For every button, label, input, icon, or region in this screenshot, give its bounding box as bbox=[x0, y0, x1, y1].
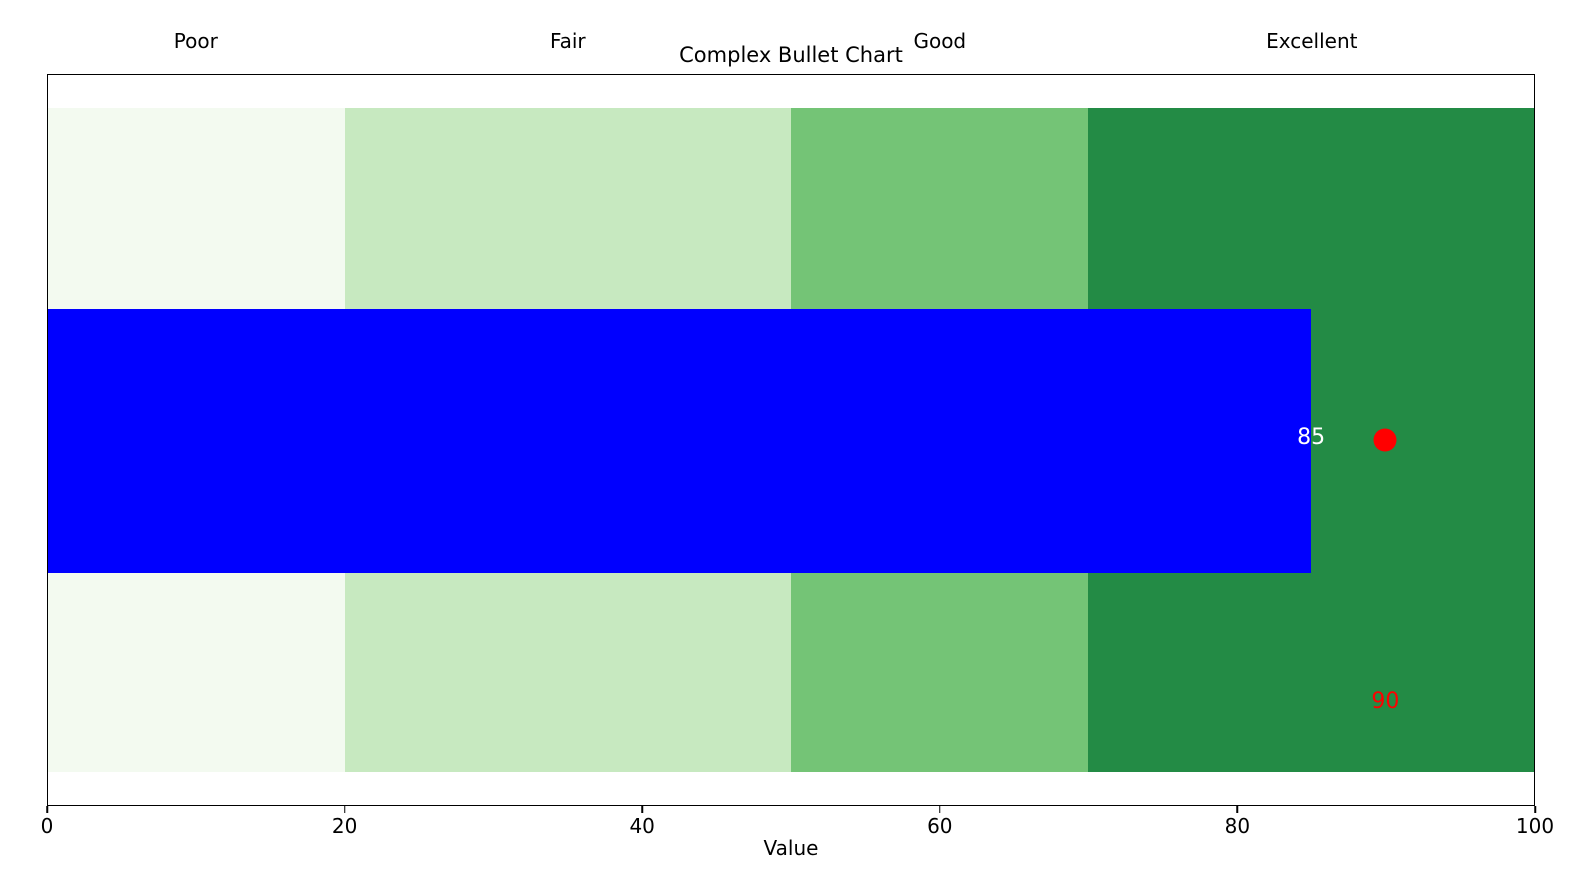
x-tick-mark-20 bbox=[343, 806, 346, 813]
range-label-excellent: Excellent bbox=[1266, 29, 1358, 53]
x-tick-label-100: 100 bbox=[1515, 814, 1555, 838]
range-label-poor: Poor bbox=[173, 29, 218, 53]
x-tick-label-0: 0 bbox=[40, 814, 54, 838]
x-tick-label-60: 60 bbox=[927, 814, 953, 838]
target-marker bbox=[1373, 428, 1397, 452]
range-label-fair: Fair bbox=[549, 29, 586, 53]
measure-value-label: 85 bbox=[1297, 424, 1326, 450]
x-tick-mark-60 bbox=[939, 806, 941, 813]
range-label-good: Good bbox=[913, 29, 967, 53]
x-tick-mark-40 bbox=[641, 806, 643, 813]
target-value-label: 90 bbox=[1371, 689, 1400, 715]
x-tick-mark-80 bbox=[1236, 806, 1239, 813]
chart-title: Complex Bullet Chart bbox=[679, 43, 903, 67]
x-axis-label: Value bbox=[763, 836, 819, 860]
measure-bar bbox=[48, 309, 1312, 573]
x-tick-mark-0 bbox=[46, 806, 48, 813]
x-tick-label-20: 20 bbox=[331, 814, 358, 838]
x-tick-label-80: 80 bbox=[1224, 814, 1251, 838]
x-tick-label-40: 40 bbox=[629, 814, 655, 838]
x-tick-mark-100 bbox=[1534, 806, 1536, 813]
plot-area: 85 90 bbox=[47, 74, 1535, 806]
